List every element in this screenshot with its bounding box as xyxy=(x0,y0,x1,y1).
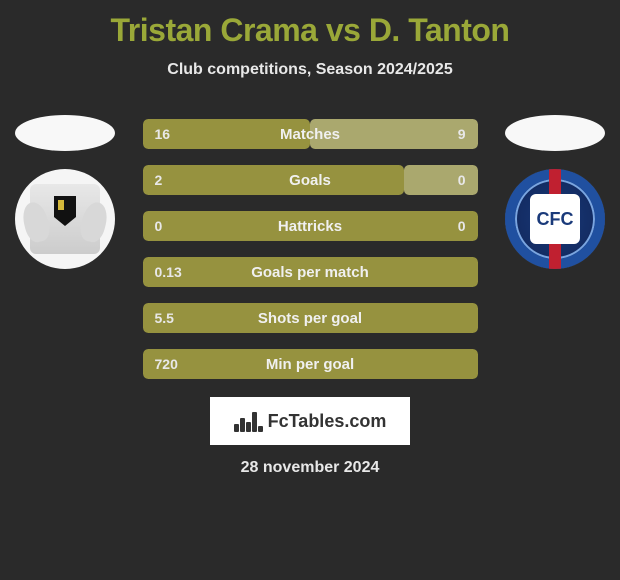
team-left-crest xyxy=(15,169,115,269)
stat-row: 2Goals0 xyxy=(143,165,478,195)
page-title: Tristan Crama vs D. Tanton xyxy=(111,12,510,49)
stat-row: 5.5Shots per goal xyxy=(143,303,478,333)
stat-label: Min per goal xyxy=(233,356,388,373)
stat-value-left: 0 xyxy=(143,218,233,234)
stat-label: Matches xyxy=(233,126,388,143)
comparison-container: Tristan Crama vs D. Tanton Club competit… xyxy=(0,0,620,580)
stat-row: 16Matches9 xyxy=(143,119,478,149)
brand-text: FcTables.com xyxy=(268,411,387,432)
team-right-crest: CFC xyxy=(505,169,605,269)
stat-value-left: 0.13 xyxy=(143,264,233,280)
player-left-block xyxy=(10,115,120,269)
stat-value-right: 0 xyxy=(388,218,478,234)
stat-row: 0Hattricks0 xyxy=(143,211,478,241)
stat-label: Goals per match xyxy=(233,264,388,281)
footer-date: 28 november 2024 xyxy=(241,459,380,477)
page-subtitle: Club competitions, Season 2024/2025 xyxy=(167,61,452,79)
stat-value-left: 5.5 xyxy=(143,310,233,326)
stat-value-left: 2 xyxy=(143,172,233,188)
stat-value-right: 9 xyxy=(388,126,478,142)
stat-row: 720Min per goal xyxy=(143,349,478,379)
stat-label: Hattricks xyxy=(233,218,388,235)
stats-area: 16Matches92Goals00Hattricks00.13Goals pe… xyxy=(143,119,478,379)
stat-label: Goals xyxy=(233,172,388,189)
stat-label: Shots per goal xyxy=(233,310,388,327)
stat-value-right: 0 xyxy=(388,172,478,188)
player-right-block: CFC xyxy=(500,115,610,269)
player-right-avatar-ellipse xyxy=(505,115,605,151)
player-left-avatar-ellipse xyxy=(15,115,115,151)
brand-badge: FcTables.com xyxy=(210,397,410,445)
stat-value-left: 16 xyxy=(143,126,233,142)
stat-row: 0.13Goals per match xyxy=(143,257,478,287)
stat-value-left: 720 xyxy=(143,356,233,372)
brand-bars-icon xyxy=(234,410,262,432)
